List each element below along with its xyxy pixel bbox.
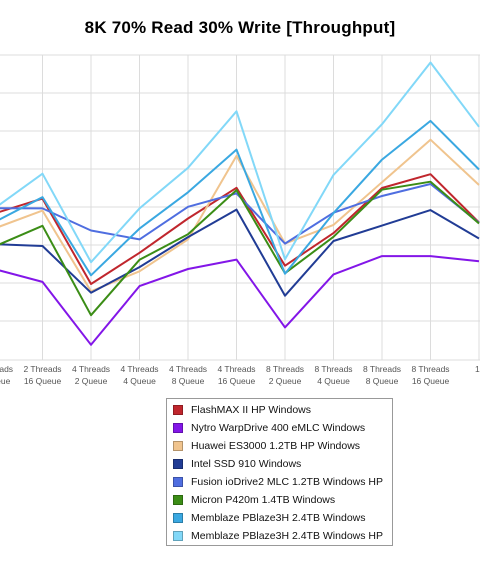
legend-label: Huawei ES3000 1.2TB HP Windows (191, 440, 361, 452)
series-lines (0, 61, 480, 346)
legend-swatch (173, 459, 183, 469)
series-line-4 (0, 208, 480, 297)
legend-item: Memblaze PBlaze3H 2.4TB Windows (173, 509, 392, 527)
x-tick-label: 8 Threads (363, 364, 401, 374)
x-tick-label: 2 Threads (23, 364, 61, 374)
series-line-5 (0, 183, 480, 245)
x-tick-label: 4 Queue (123, 376, 156, 386)
series-line-7 (0, 119, 480, 277)
series-line-8 (0, 61, 480, 264)
x-tick-label: 16 (475, 364, 480, 374)
legend-swatch (173, 477, 183, 487)
line-chart-plot: 2 Threads 8 Queue 2 Threads 16 Queue 4 Threa… (0, 54, 480, 386)
legend-item: Huawei ES3000 1.2TB HP Windows (173, 437, 392, 455)
legend-swatch (173, 441, 183, 451)
x-tick-label: 4 Threads (217, 364, 255, 374)
legend-swatch (173, 495, 183, 505)
x-tick-label: 4 Threads (120, 364, 158, 374)
x-tick-label: 16 Queue (218, 376, 256, 386)
x-tick-labels: 2 Threads 8 Queue 2 Threads 16 Queue 4 Threa… (0, 364, 480, 386)
x-tick-label: 8 Threads (314, 364, 352, 374)
legend-swatch (173, 513, 183, 523)
x-tick-label: 8 Threads (266, 364, 304, 374)
x-tick-label: 8 Queue (0, 376, 11, 386)
legend-item: Intel SSD 910 Windows (173, 455, 392, 473)
x-tick-label: 4 Queue (317, 376, 350, 386)
legend-label: FlashMAX II HP Windows (191, 404, 312, 416)
legend-swatch (173, 423, 183, 433)
x-tick-label: 2 Queue (75, 376, 108, 386)
x-tick-label: 8 Queue (172, 376, 205, 386)
series-line-2 (0, 255, 480, 346)
series-line-3 (0, 138, 480, 293)
legend-label: Memblaze PBlaze3H 2.4TB Windows HP (191, 530, 383, 542)
legend-swatch (173, 405, 183, 415)
legend-label: Nytro WarpDrive 400 eMLC Windows (191, 422, 366, 434)
legend-label: Intel SSD 910 Windows (191, 458, 302, 470)
legend-label: Fusion ioDrive2 MLC 1.2TB Windows HP (191, 476, 383, 488)
legend-item: Fusion ioDrive2 MLC 1.2TB Windows HP (173, 473, 392, 491)
x-tick-label: 8 Threads (411, 364, 449, 374)
x-tick-label: 16 Queue (24, 376, 62, 386)
x-tick-label: 4 Threads (72, 364, 110, 374)
legend-item: Memblaze PBlaze3H 2.4TB Windows HP (173, 527, 392, 545)
legend-swatch (173, 531, 183, 541)
legend-label: Micron P420m 1.4TB Windows (191, 494, 336, 506)
chart-title: 8K 70% Read 30% Write [Throughput] (84, 18, 396, 37)
x-tick-label: 8 Queue (366, 376, 399, 386)
x-tick-label: 16 Queue (412, 376, 450, 386)
series-line-1 (0, 173, 480, 285)
legend-item: Nytro WarpDrive 400 eMLC Windows (173, 419, 392, 437)
legend-item: Micron P420m 1.4TB Windows (173, 491, 392, 509)
gridlines (0, 54, 480, 361)
x-tick-label: 2 Queue (269, 376, 302, 386)
x-tick-label: 2 Threads (0, 364, 13, 374)
series-line-6 (0, 180, 480, 317)
x-tick-label: 4 Threads (169, 364, 207, 374)
legend-item: FlashMAX II HP Windows (173, 401, 392, 419)
legend-label: Memblaze PBlaze3H 2.4TB Windows (191, 512, 366, 524)
legend: FlashMAX II HP Windows Nytro WarpDrive 40… (166, 398, 393, 546)
